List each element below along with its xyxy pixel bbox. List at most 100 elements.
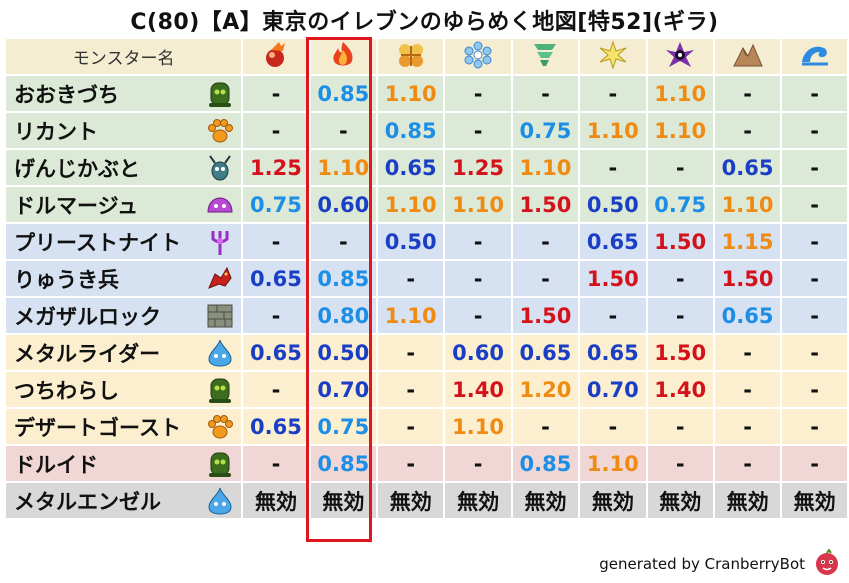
monster-name: メガザルロック xyxy=(14,304,161,329)
hyado-icon xyxy=(445,39,511,74)
mera-icon xyxy=(243,39,309,74)
resistance-value: 0.70 xyxy=(580,372,646,407)
table-row: メガザルロック -0.80 1.10-1.50- -0.65- xyxy=(6,298,847,333)
merazoma-wave-icon xyxy=(782,39,847,74)
resistance-value: - xyxy=(378,261,444,296)
resistance-value: - xyxy=(580,409,646,444)
resistance-value: 0.65 xyxy=(378,150,444,185)
resistance-value: 1.10 xyxy=(580,446,646,481)
monster-name-cell: リカント xyxy=(6,113,242,148)
monster-name: おおきづち xyxy=(14,82,119,107)
resistance-value: - xyxy=(782,113,847,148)
monster-name-cell: デザートゴースト xyxy=(6,409,242,444)
resistance-value: 0.85 xyxy=(512,446,579,481)
resistance-value: 1.10 xyxy=(647,113,713,148)
gira-icon xyxy=(310,39,377,74)
resistance-value: 1.25 xyxy=(445,150,511,185)
table-row: リカント - -0.85-0.75 1.10 1.10- - xyxy=(6,113,847,148)
cranberry-bot-icon xyxy=(816,549,838,575)
page-title: C(80)【A】東京のイレブンのゆらめく地図[特52](ギラ) xyxy=(130,10,719,35)
table-row: デザートゴースト 0.65 0.75-1.10- - - - - xyxy=(6,409,847,444)
io-icon xyxy=(378,39,444,74)
resistance-value: - xyxy=(714,335,781,370)
resistance-value: - xyxy=(782,372,847,407)
monster-name: つちわらし xyxy=(14,378,119,403)
table-row: ドルマージュ 0.75 0.60 1.10 1.10 1.50 0.50 0.75 1.10- xyxy=(6,187,847,222)
header-row: モンスター名 xyxy=(6,39,847,74)
slime-icon xyxy=(205,486,235,516)
resistance-value: 0.65 xyxy=(714,298,781,333)
paw-icon xyxy=(205,412,235,442)
resistance-value: 無効 xyxy=(647,483,713,518)
monster-name: ドルイド xyxy=(14,452,98,477)
resistance-value: - xyxy=(243,298,309,333)
resistance-value: - xyxy=(243,113,309,148)
resistance-value: 1.10 xyxy=(445,409,511,444)
resistance-value: 0.85 xyxy=(310,446,377,481)
monster-name-cell: りゅうき兵 xyxy=(6,261,242,296)
resistance-value: - xyxy=(512,409,579,444)
monster-name-header: モンスター名 xyxy=(6,39,242,74)
rock-icon xyxy=(205,301,235,331)
resistance-value: - xyxy=(378,446,444,481)
resistance-value: - xyxy=(714,446,781,481)
resistance-value: - xyxy=(445,261,511,296)
resistance-value: 0.65 xyxy=(580,224,646,259)
resistance-value: 1.10 xyxy=(512,150,579,185)
resistance-value: - xyxy=(445,224,511,259)
resistance-value: 0.60 xyxy=(310,187,377,222)
monster-name-cell: メガザルロック xyxy=(6,298,242,333)
resistance-value: 1.50 xyxy=(647,224,713,259)
dragon-icon xyxy=(205,264,235,294)
resistance-value: 無効 xyxy=(445,483,511,518)
resistance-value: - xyxy=(512,76,579,111)
resistance-value: - xyxy=(782,224,847,259)
resistance-value: 1.15 xyxy=(714,224,781,259)
slime-tower-icon xyxy=(205,449,235,479)
resistance-value: - xyxy=(782,409,847,444)
table-row: プリーストナイト - -0.50- -0.65 1.50 1.15- xyxy=(6,224,847,259)
resistance-value: - xyxy=(782,150,847,185)
resistance-value: 0.80 xyxy=(310,298,377,333)
resistance-value: - xyxy=(243,76,309,111)
resistance-value: - xyxy=(647,261,713,296)
resistance-value: 1.50 xyxy=(647,335,713,370)
resistance-value: - xyxy=(782,187,847,222)
table-row: げんじかぶと 1.25 1.10 0.65 1.25 1.10- -0.65- xyxy=(6,150,847,185)
monster-name: プリーストナイト xyxy=(14,230,181,255)
monster-name: デザートゴースト xyxy=(14,415,181,440)
monster-name-cell: メタルエンゼル xyxy=(6,483,242,518)
table-row: おおきづち -0.85 1.10- - -1.10- - xyxy=(6,76,847,111)
resistance-value: - xyxy=(445,113,511,148)
resistance-value: 0.65 xyxy=(243,261,309,296)
resistance-value: 0.65 xyxy=(512,335,579,370)
resistance-value: 0.75 xyxy=(243,187,309,222)
resistance-value: - xyxy=(782,76,847,111)
resistance-value: 1.50 xyxy=(714,261,781,296)
table-row: メタルライダー 0.65 0.50-0.60 0.65 0.65 1.50- - xyxy=(6,335,847,370)
bagi-icon xyxy=(512,39,579,74)
table-row: メタルエンゼル 無効 無効 無効 無効 無効 無効 無効 無効 無効 xyxy=(6,483,847,518)
resistance-value: - xyxy=(378,335,444,370)
resistance-value: - xyxy=(243,372,309,407)
resistance-value: - xyxy=(580,76,646,111)
monster-name: げんじかぶと xyxy=(14,156,140,181)
monster-name-cell: つちわらし xyxy=(6,372,242,407)
resistance-value: 0.65 xyxy=(580,335,646,370)
monster-name: ドルマージュ xyxy=(14,193,139,218)
resistance-value: 1.10 xyxy=(378,76,444,111)
resistance-value: - xyxy=(445,76,511,111)
resistance-value: 0.75 xyxy=(310,409,377,444)
resistance-value: 0.75 xyxy=(647,187,713,222)
resistance-value: 1.25 xyxy=(243,150,309,185)
resistance-value: 0.75 xyxy=(512,113,579,148)
bug-icon xyxy=(205,153,235,183)
resistance-value: 無効 xyxy=(378,483,444,518)
resistance-value: 0.65 xyxy=(714,150,781,185)
resistance-value: 1.50 xyxy=(512,187,579,222)
resistance-value: 1.10 xyxy=(714,187,781,222)
resistance-value: 無効 xyxy=(714,483,781,518)
resistance-value: 0.60 xyxy=(445,335,511,370)
resistance-value: - xyxy=(580,298,646,333)
resistance-value: 1.10 xyxy=(378,298,444,333)
